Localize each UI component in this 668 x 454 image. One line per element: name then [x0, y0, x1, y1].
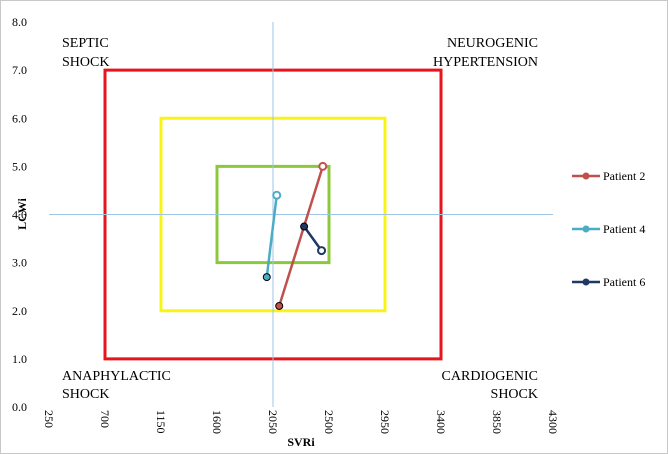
- quadrant-label-bottom-left: ANAPHYLACTIC SHOCK: [62, 369, 171, 402]
- x-tick-label: 700: [98, 410, 112, 428]
- y-tick-label: 1.0: [12, 352, 27, 366]
- legend: Patient 2 Patient 4 Patient 6: [572, 169, 645, 289]
- crosshair-group: [49, 22, 553, 407]
- x-tick-label: 2050: [266, 410, 280, 434]
- x-tick-label: 3400: [434, 410, 448, 434]
- legend-patient-6-marker: [582, 278, 590, 286]
- legend-patient-2-label: Patient 2: [603, 169, 645, 183]
- x-axis-title: SVRi: [287, 435, 315, 449]
- series-patient-4-point-end: [272, 190, 282, 200]
- series-patient-6-point-start: [300, 222, 309, 231]
- quadrant-label-line: ANAPHYLACTIC: [62, 369, 171, 384]
- x-tick-label: 2950: [378, 410, 392, 434]
- legend-patient-2-marker: [582, 172, 590, 180]
- x-tick-label: 1600: [210, 410, 224, 434]
- y-tick-label: 8.0: [12, 15, 27, 29]
- y-tick-label: 6.0: [12, 111, 27, 125]
- series-patient-6-line: [303, 225, 323, 252]
- x-tick-group: 250 700 1150 1600 2050 2500 2950 3400 3850 4300: [42, 410, 560, 434]
- series-patient-4-line: [265, 195, 278, 278]
- quadrant-label-line: SHOCK: [62, 387, 109, 402]
- legend-patient-6-label: Patient 6: [603, 275, 645, 289]
- y-tick-label: 5.0: [12, 159, 27, 173]
- y-tick-group: 0.0 1.0 2.0 3.0 4.0 5.0 6.0 7.0 8.0: [12, 15, 27, 414]
- quadrant-label-line: HYPERTENSION: [433, 55, 538, 70]
- legend-patient-4-label: Patient 4: [603, 222, 645, 236]
- quadrant-label-top-left: SEPTIC SHOCK: [62, 36, 109, 70]
- quadrant-label-line: SEPTIC: [62, 36, 109, 51]
- quadrant-label-bottom-right: CARDIOGENIC SHOCK: [442, 369, 538, 402]
- x-tick-label: 1150: [154, 410, 168, 434]
- y-tick-label: 3.0: [12, 256, 27, 270]
- x-tick-label: 2500: [322, 410, 336, 434]
- quadrant-label-line: CARDIOGENIC: [442, 369, 538, 384]
- quadrant-label-line: SHOCK: [491, 387, 538, 402]
- y-tick-label: 4.0: [12, 208, 27, 222]
- quadrant-label-line: NEUROGENIC: [447, 36, 538, 51]
- series-patient-2-point-end: [318, 161, 328, 171]
- series-patient-4-point-start: [262, 273, 271, 282]
- y-axis-title: LCWi: [15, 197, 29, 229]
- series-patient-6-point-end: [317, 246, 327, 256]
- x-tick-label: 3850: [490, 410, 504, 434]
- legend-patient-4-marker: [582, 225, 590, 233]
- quadrant-label-group: SEPTIC SHOCK NEUROGENIC HYPERTENSION ANAPHYL…: [62, 36, 538, 402]
- x-tick-label: 250: [42, 410, 56, 428]
- x-tick-label: 4300: [546, 410, 560, 434]
- series-patient-2-point-start: [275, 301, 284, 310]
- y-tick-label: 0.0: [12, 400, 27, 414]
- series-group: [262, 161, 328, 310]
- quadrant-label-line: SHOCK: [62, 55, 109, 70]
- y-tick-label: 7.0: [12, 63, 27, 77]
- quadrant-label-top-right: NEUROGENIC HYPERTENSION: [433, 36, 538, 70]
- y-tick-label: 2.0: [12, 304, 27, 318]
- series-patient-2-line: [278, 166, 324, 307]
